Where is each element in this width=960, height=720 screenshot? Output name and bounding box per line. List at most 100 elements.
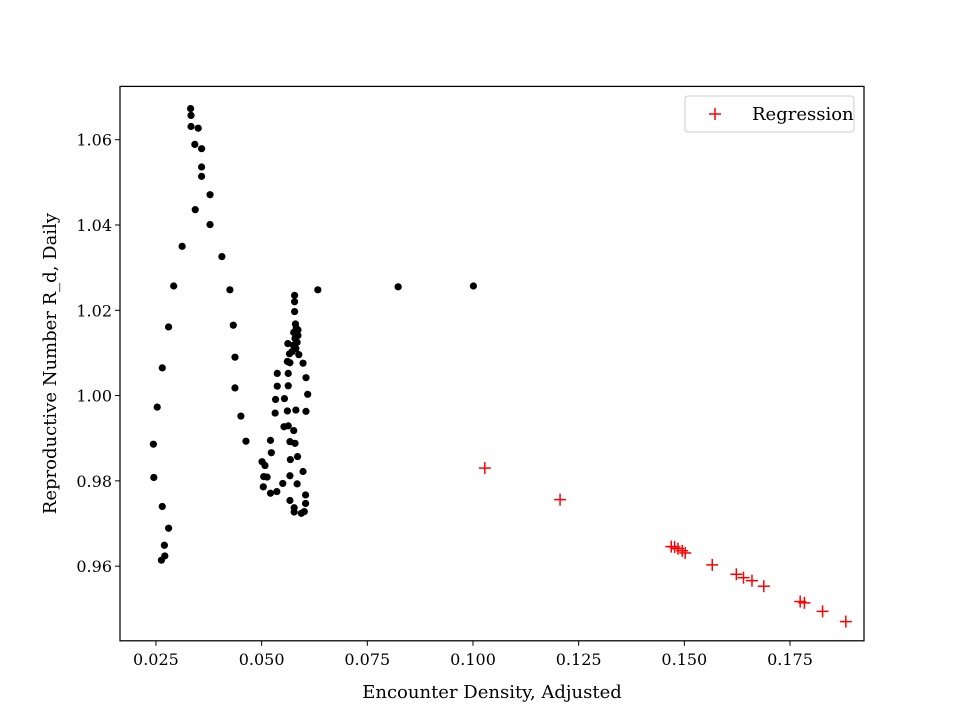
observed-point [295,351,303,359]
plot-frame [119,85,865,642]
legend-label-regression: Regression [752,104,854,125]
y-tick-label: 0.96 [76,557,112,576]
regression-point [478,462,491,475]
observed-point [271,409,279,417]
regression-point [706,558,719,571]
observed-point [191,206,199,214]
observed-point [286,455,294,464]
observed-point [284,382,292,390]
observed-point [284,369,292,378]
observed-point [285,350,294,358]
observed-points [149,104,477,564]
observed-point [394,283,402,291]
regression-point [730,568,743,581]
regression-point [839,615,852,628]
x-axis: 0.025 0.050 0.075 0.100 0.125 0.150 0.175 [133,640,813,669]
observed-point [300,507,308,516]
observed-point [284,339,292,348]
observed-point [301,499,310,508]
y-axis: 0.96 0.98 1.00 1.02 1.04 1.06 [76,131,120,576]
observed-point [280,394,289,403]
observed-point [187,122,195,131]
regression-point [676,544,689,557]
observed-point [197,172,206,180]
observed-point [286,496,294,505]
observed-point [263,473,271,481]
x-tick-label: 0.150 [661,650,707,669]
observed-point [290,291,299,299]
observed-point [273,487,281,496]
observed-point [231,384,239,392]
x-tick-label: 0.175 [767,650,813,669]
observed-point [226,286,234,294]
observed-point [293,480,301,488]
observed-point [158,502,166,511]
observed-point [304,390,312,398]
observed-point [186,104,195,113]
observed-point [301,491,310,499]
observed-point [206,191,214,199]
observed-point [194,124,202,132]
y-tick-label: 1.02 [76,301,112,320]
x-tick-label: 0.075 [344,650,390,669]
observed-point [290,426,298,435]
observed-point [165,524,173,532]
observed-point [160,541,168,549]
observed-point [242,437,250,445]
x-tick-label: 0.050 [239,650,285,669]
observed-point [290,298,299,306]
observed-point [231,353,239,361]
observed-point [299,359,307,367]
observed-point [150,473,158,482]
x-tick-label: 0.100 [450,650,496,669]
observed-point [218,252,226,261]
observed-point [302,374,310,382]
observed-point [229,321,237,329]
observed-point [157,556,166,564]
observed-point [302,407,310,415]
observed-point [267,449,275,457]
legend-marker-regression [709,108,721,120]
observed-point [284,422,292,430]
observed-point [469,282,477,290]
x-tick-label: 0.025 [133,650,179,669]
observed-point [299,467,307,476]
observed-point [153,403,161,411]
observed-point [187,111,195,119]
observed-point [273,382,281,390]
observed-point [293,452,302,461]
observed-point [197,145,206,153]
regression-point [816,605,829,618]
y-tick-label: 0.98 [76,472,112,491]
observed-point [292,406,300,414]
observed-point [314,286,322,294]
observed-point [165,323,173,331]
regression-points [478,462,852,628]
observed-point [279,479,287,488]
x-tick-label: 0.125 [556,650,602,669]
observed-point [266,489,275,497]
observed-point [191,140,199,148]
observed-point [286,472,294,480]
observed-point [158,364,166,372]
y-axis-label: Reproductive Number R_d, Daily [40,212,61,514]
observed-point [259,483,267,491]
x-axis-label: Encounter Density, Adjusted [362,682,622,703]
regression-point [757,580,770,593]
observed-point [290,508,298,516]
observed-point [283,407,291,415]
observed-point [291,439,299,447]
observed-point [170,282,178,290]
y-tick-label: 1.06 [76,131,112,150]
observed-point [273,369,281,378]
y-tick-label: 1.00 [76,387,112,406]
regression-point [679,546,692,559]
observed-point [178,242,186,250]
observed-point [286,359,294,367]
observed-point [197,163,206,171]
regression-point [554,493,567,506]
regression-point [745,574,758,587]
legend-box [684,95,855,133]
observed-point [149,440,157,448]
